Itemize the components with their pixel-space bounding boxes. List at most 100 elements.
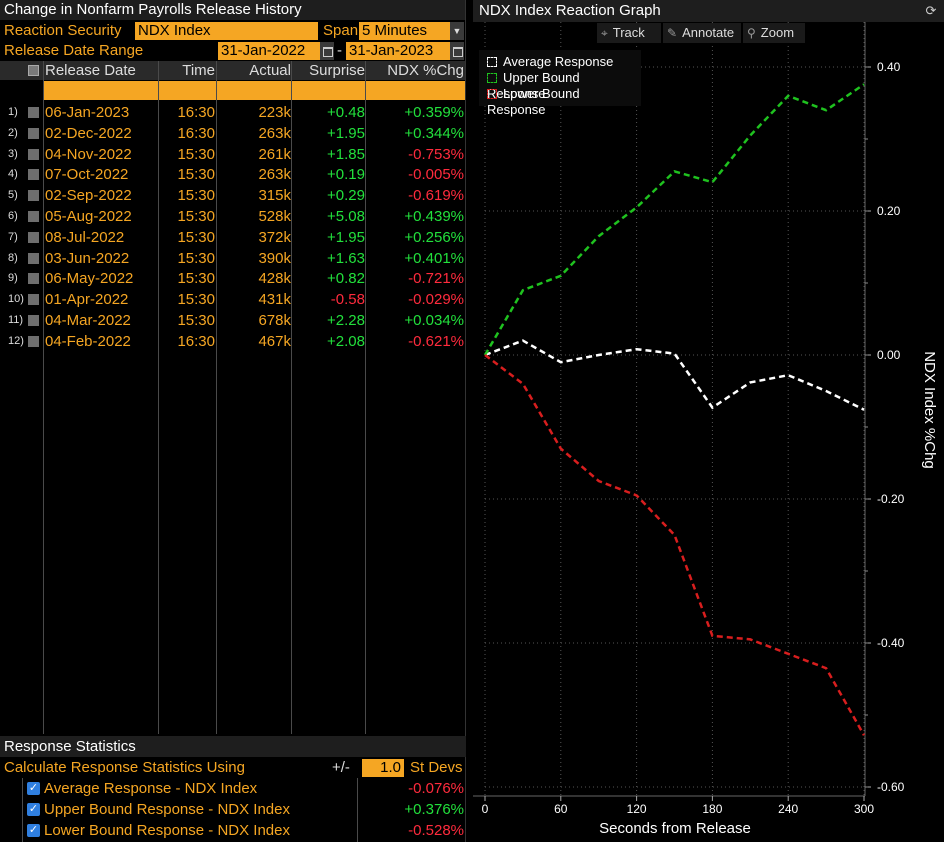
table-row[interactable]: 2) 02-Dec-2022 16:30 263k +1.95 +0.344%	[0, 123, 466, 144]
span-chevron-down-icon[interactable]: ▼	[450, 22, 464, 40]
panel-divider	[465, 0, 466, 842]
filter-surprise[interactable]	[292, 81, 365, 100]
ndx-chg-cell: -0.029%	[408, 291, 464, 309]
time-cell: 15:30	[177, 270, 215, 288]
range-end-calendar-icon[interactable]	[450, 42, 464, 60]
row-checkbox[interactable]	[28, 211, 39, 222]
row-checkbox[interactable]	[28, 127, 39, 139]
y-tick-label: 0.20	[877, 204, 901, 218]
col-actual[interactable]: Actual	[249, 62, 291, 79]
track-button[interactable]: ⌖ Track	[597, 23, 661, 43]
surprise-cell: +1.95	[327, 228, 365, 246]
row-index: 7)	[8, 230, 18, 243]
table-row[interactable]: 6) 05-Aug-2022 15:30 528k +5.08 +0.439%	[0, 206, 466, 227]
x-tick-label: 180	[702, 802, 722, 816]
row-checkbox[interactable]	[28, 315, 39, 326]
zoom-button[interactable]: ⚲ Zoom	[743, 23, 805, 43]
time-cell: 16:30	[177, 104, 215, 121]
stats-item-value: -0.528%	[408, 822, 464, 839]
y-axis-title: NDX Index %Chg	[921, 351, 938, 469]
zoom-label: Zoom	[760, 25, 795, 40]
row-checkbox[interactable]	[28, 148, 39, 160]
col-release-date[interactable]: Release Date	[45, 62, 136, 79]
stats-checkbox[interactable]: ✓	[27, 803, 40, 816]
surprise-cell: +2.28	[327, 312, 365, 329]
stdev-input[interactable]: 1.0	[362, 759, 404, 777]
actual-cell: 528k	[258, 208, 291, 225]
actual-cell: 431k	[258, 291, 291, 309]
stats-item: ✓ Lower Bound Response - NDX Index -0.528%	[0, 820, 466, 841]
stats-checkbox[interactable]: ✓	[27, 782, 40, 795]
column-divider	[158, 61, 159, 734]
row-checkbox[interactable]	[28, 252, 39, 264]
table-row[interactable]: 12) 04-Feb-2022 16:30 467k +2.08 -0.621%	[0, 331, 466, 352]
table-header: Release Date Time Actual Surprise NDX %C…	[0, 61, 466, 80]
actual-cell: 223k	[258, 104, 291, 121]
select-all-checkbox[interactable]	[28, 65, 39, 76]
legend-upper[interactable]: Upper Bound Response	[487, 70, 641, 101]
actual-cell: 678k	[258, 312, 291, 329]
row-checkbox[interactable]	[28, 294, 39, 306]
stats-checkbox[interactable]: ✓	[27, 824, 40, 837]
filter-ndx-chg[interactable]	[366, 81, 465, 100]
payrolls-release-panel: Change in Nonfarm Payrolls Release Histo…	[0, 0, 466, 842]
plusminus-label: +/-	[332, 759, 350, 776]
table-row[interactable]: 3) 04-Nov-2022 15:30 261k +1.85 -0.753%	[0, 144, 466, 165]
range-start-field[interactable]: 31-Jan-2022	[218, 42, 320, 60]
table-row[interactable]: 4) 07-Oct-2022 15:30 263k +0.19 -0.005%	[0, 164, 466, 185]
table-row[interactable]: 5) 02-Sep-2022 15:30 315k +0.29 -0.619%	[0, 185, 466, 206]
y-tick-label: -0.40	[877, 636, 905, 650]
column-divider	[216, 61, 217, 734]
row-checkbox[interactable]	[28, 335, 39, 347]
col-time[interactable]: Time	[182, 62, 215, 79]
actual-cell: 390k	[258, 249, 291, 267]
col-surprise[interactable]: Surprise	[309, 62, 365, 79]
x-tick-label: 0	[482, 802, 489, 816]
table-row[interactable]: 9) 06-May-2022 15:30 428k +0.82 -0.721%	[0, 268, 466, 289]
track-label: Track	[612, 25, 645, 40]
row-checkbox[interactable]	[28, 273, 39, 285]
row-checkbox[interactable]	[28, 190, 39, 202]
table-row[interactable]: 7) 08-Jul-2022 15:30 372k +1.95 +0.256%	[0, 227, 466, 248]
stats-item-label: Upper Bound Response - NDX Index	[44, 801, 290, 818]
reaction-security-label: Reaction Security	[4, 22, 122, 39]
ndx-chg-cell: -0.753%	[408, 145, 464, 163]
row-checkbox[interactable]	[28, 107, 39, 118]
release-date-cell: 04-Feb-2022	[45, 332, 131, 350]
ndx-chg-cell: -0.619%	[408, 187, 464, 205]
legend-lower-label: Lower Bound Response	[487, 86, 580, 117]
x-tick-label: 240	[778, 802, 798, 816]
magnifier-icon: ⚲	[747, 26, 756, 40]
refresh-icon[interactable]: ⟳	[925, 3, 937, 18]
col-ndx-chg[interactable]: NDX %Chg	[387, 62, 464, 79]
stats-item: ✓ Average Response - NDX Index -0.076%	[0, 778, 466, 799]
annotate-button[interactable]: ✎ Annotate	[663, 23, 741, 43]
surprise-cell: +5.08	[327, 208, 365, 225]
filter-release-date[interactable]	[44, 81, 158, 100]
range-start-calendar-icon[interactable]	[320, 42, 334, 60]
table-row[interactable]: 1) 06-Jan-2023 16:30 223k +0.48 +0.359%	[0, 102, 466, 123]
range-end-field[interactable]: 31-Jan-2023	[346, 42, 450, 60]
column-divider	[22, 778, 23, 842]
filter-actual[interactable]	[217, 81, 291, 100]
time-cell: 15:30	[177, 187, 215, 205]
reaction-chart[interactable]: 0.40 0.20 0.00 -0.20 -0.40 -0.60 0 60 120 180 240 3…	[473, 0, 944, 842]
release-date-cell: 04-Nov-2022	[45, 145, 132, 163]
release-date-cell: 02-Dec-2022	[45, 124, 132, 142]
table-row[interactable]: 10) 01-Apr-2022 15:30 431k -0.58 -0.029%	[0, 289, 466, 310]
stats-item-value: -0.076%	[408, 780, 464, 797]
legend-average[interactable]: Average Response	[487, 54, 613, 70]
filter-time[interactable]	[159, 81, 216, 100]
reaction-security-field[interactable]: NDX Index	[135, 22, 318, 40]
time-cell: 15:30	[177, 291, 215, 309]
release-date-cell: 04-Mar-2022	[45, 312, 131, 329]
x-tick-label: 300	[854, 802, 874, 816]
span-dropdown[interactable]: 5 Minutes	[359, 22, 450, 40]
row-index: 1)	[8, 106, 18, 118]
row-checkbox[interactable]	[28, 231, 39, 243]
table-row[interactable]: 11) 04-Mar-2022 15:30 678k +2.28 +0.034%	[0, 310, 466, 331]
row-checkbox[interactable]	[28, 169, 39, 181]
legend-lower[interactable]: Lower Bound Response	[487, 86, 641, 117]
y-tick-label: -0.60	[877, 780, 905, 794]
table-row[interactable]: 8) 03-Jun-2022 15:30 390k +1.63 +0.401%	[0, 248, 466, 269]
